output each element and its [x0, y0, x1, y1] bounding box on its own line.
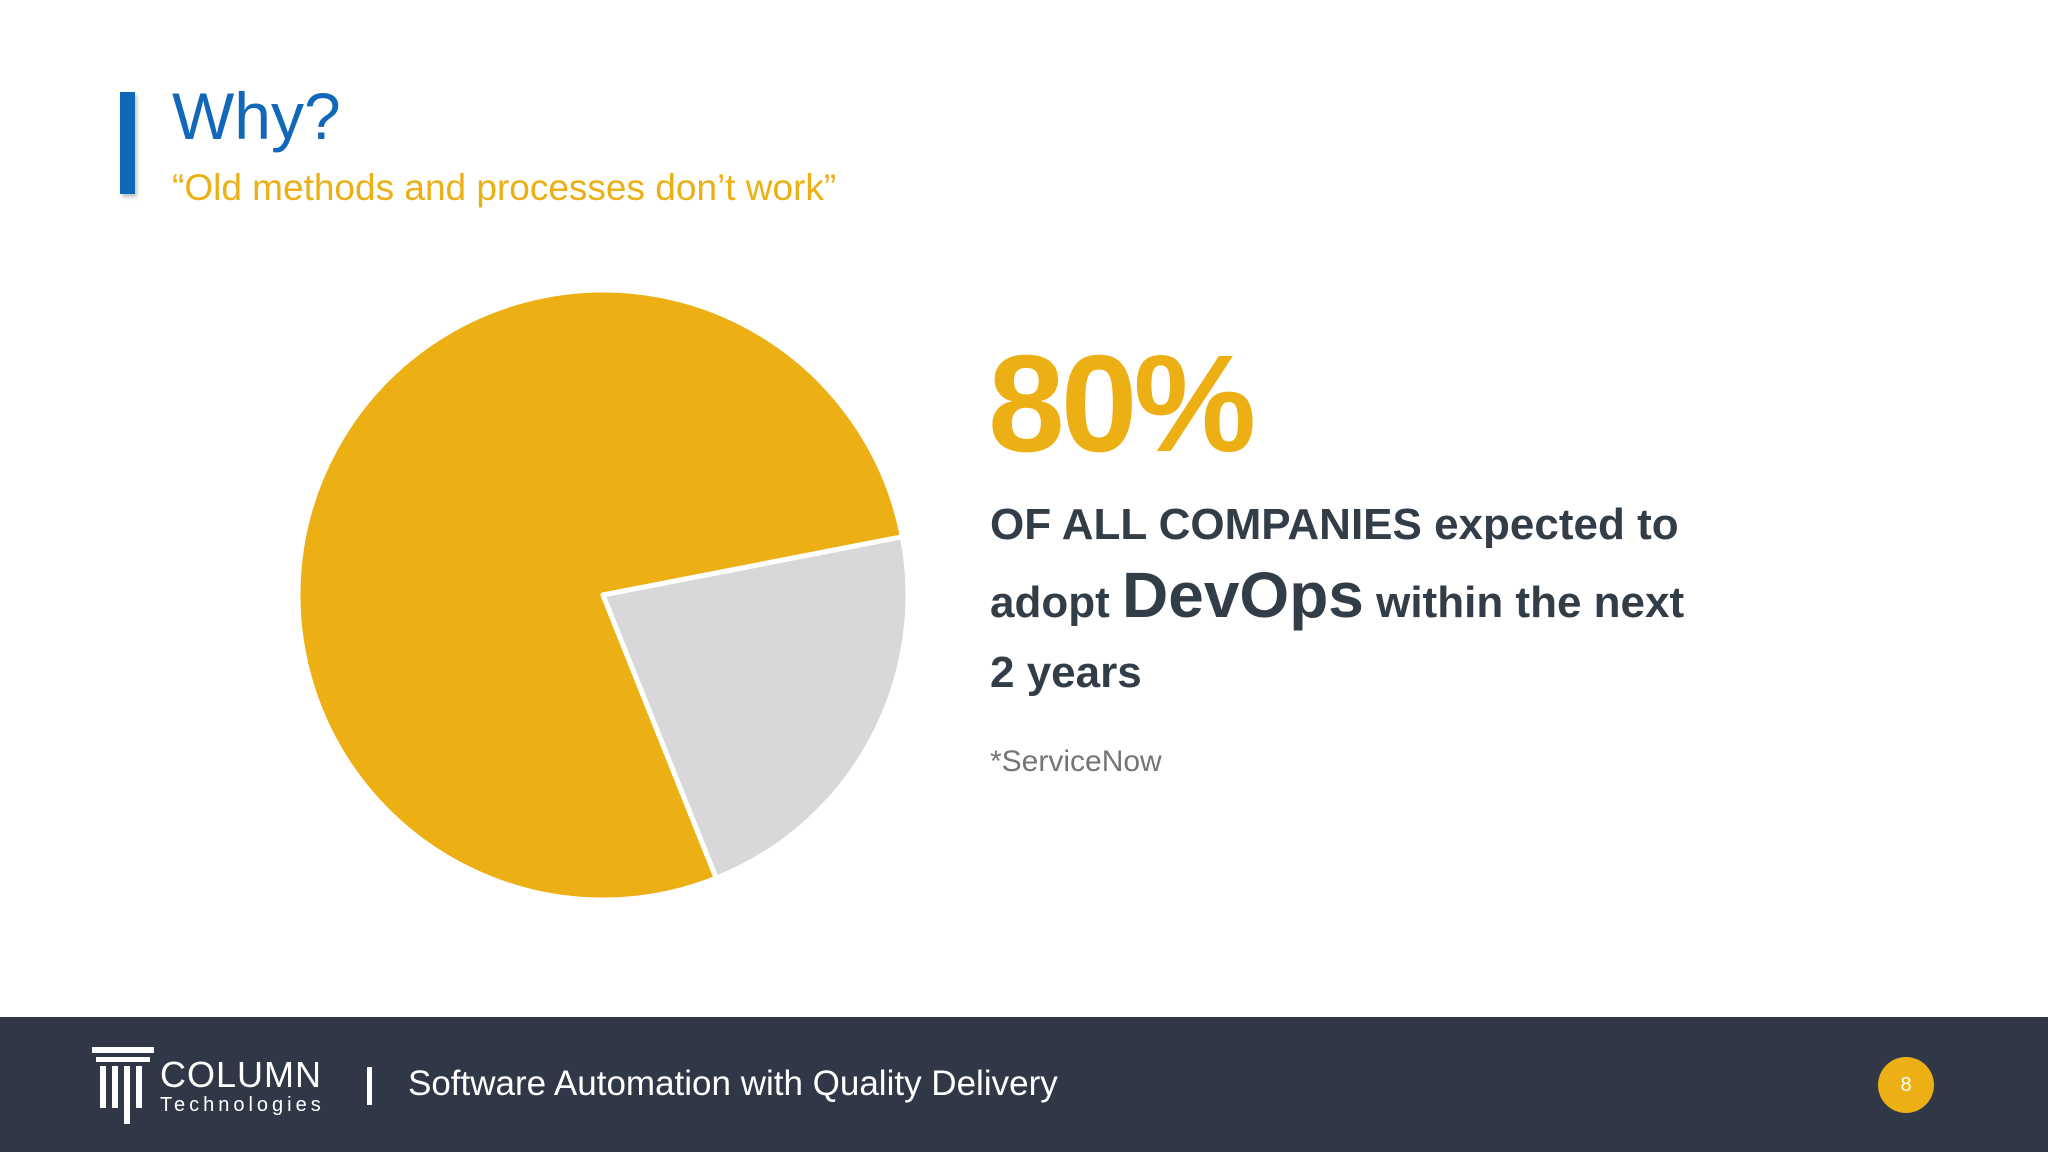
logo-subtitle: Technologies [160, 1094, 325, 1116]
stat-line-2-start: adopt [990, 578, 1110, 627]
column-logo-icon [92, 1047, 154, 1124]
pie-slice-1 [295, 287, 905, 903]
logo-name: COLUMN [160, 1054, 323, 1095]
slide-subtitle: “Old methods and processes don’t work” [172, 167, 837, 208]
footer-divider [367, 1067, 372, 1105]
stat-description: OF ALL COMPANIES expected to adopt DevOp… [990, 490, 1750, 708]
stat-line-1: OF ALL COMPANIES expected to [990, 500, 1679, 549]
source-citation: *ServiceNow [990, 745, 1162, 778]
stat-line-3: 2 years [990, 648, 1142, 697]
pie-chart [295, 287, 911, 903]
footer: COLUMN Technologies Software Automation … [0, 1017, 2048, 1152]
stat-line-2-end: within the next [1376, 578, 1685, 627]
footer-tagline: Software Automation with Quality Deliver… [408, 1064, 1058, 1103]
page-number-badge: 8 [1878, 1057, 1934, 1113]
stat-highlight-devops: DevOps [1122, 559, 1364, 631]
slide-title: Why? [172, 79, 341, 153]
title-accent-bar [120, 92, 135, 194]
stat-percentage: 80% [988, 327, 1256, 481]
pie-slice-2 [600, 534, 911, 881]
